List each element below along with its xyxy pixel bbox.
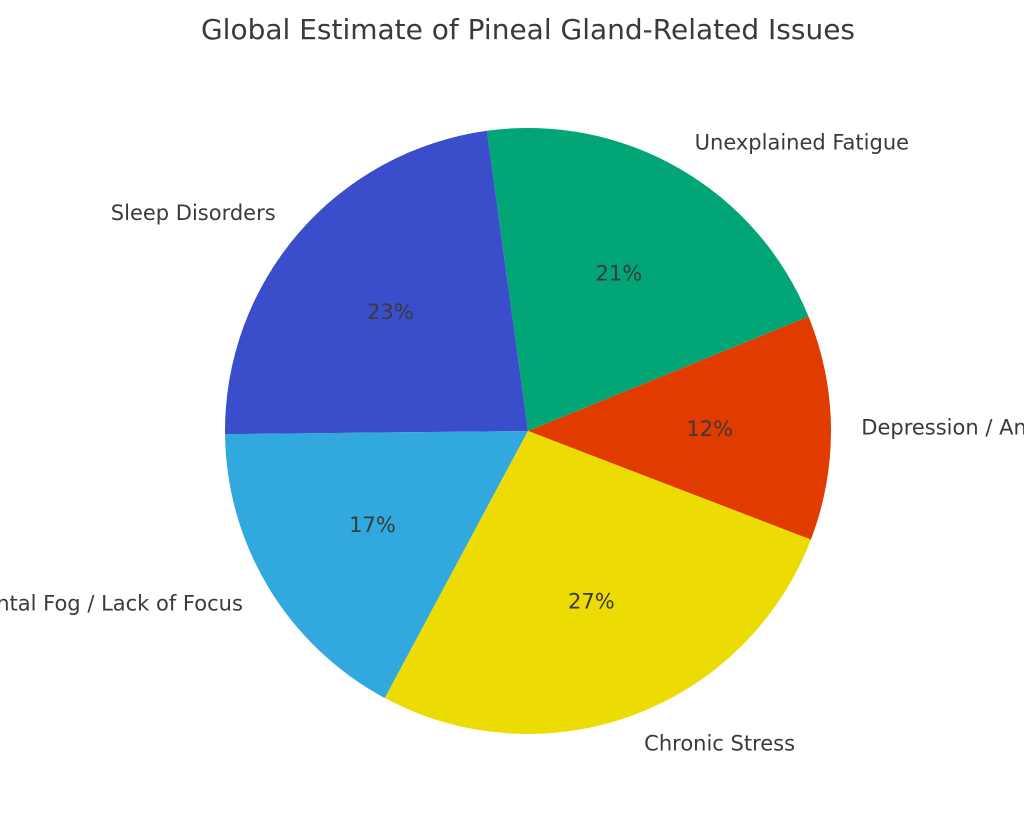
percent-label-depression-anxiety: 12%	[686, 417, 733, 441]
pie-slice-depression-anxiety	[528, 316, 831, 540]
slice-label-depression-anxiety: Depression / Anxiety	[861, 416, 1024, 440]
slice-label-chronic-stress: Chronic Stress	[644, 731, 795, 755]
pie-slice-chronic-stress	[384, 431, 811, 735]
percent-label-mental-fog-lack-of-focus: 17%	[349, 513, 396, 537]
slices-layer	[224, 127, 831, 735]
pie-slice-unexplained-fatigue	[486, 127, 809, 431]
percent-label-unexplained-fatigue: 21%	[596, 262, 643, 286]
percent-label-sleep-disorders: 23%	[367, 300, 414, 324]
percent-label-chronic-stress: 27%	[568, 589, 615, 613]
slice-label-unexplained-fatigue: Unexplained Fatigue	[695, 130, 909, 154]
percent-labels-layer: 12% 21% 23% 17% 27%	[349, 262, 733, 614]
pie-slice-mental-fog-lack-of-focus	[225, 431, 529, 699]
slice-label-sleep-disorders: Sleep Disorders	[111, 201, 276, 225]
pie-slice-sleep-disorders	[224, 130, 528, 435]
chart-title: Global Estimate of Pineal Gland-Related …	[201, 13, 855, 46]
slice-labels-layer: Depression / Anxiety Unexplained Fatigue S…	[0, 130, 1024, 755]
slice-label-mental-fog-lack-of-focus: Mental Fog / Lack of Focus	[0, 592, 243, 616]
